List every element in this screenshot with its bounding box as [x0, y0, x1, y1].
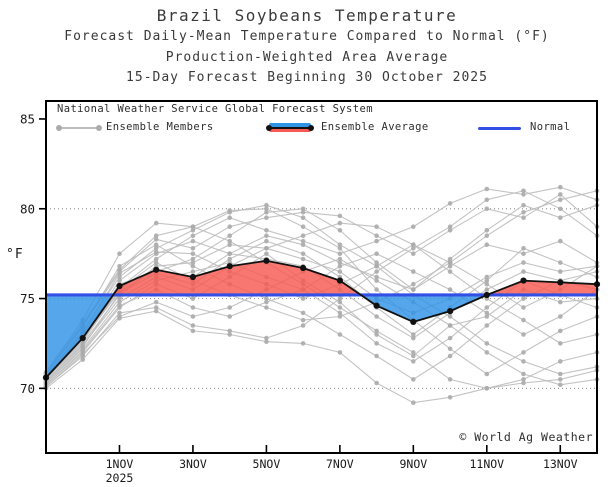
svg-text:85: 85 — [20, 111, 35, 126]
legend-label-ensemble-members: Ensemble Members — [106, 121, 214, 133]
legend-label-normal: Normal — [530, 121, 571, 133]
average-dot-icon — [266, 125, 272, 131]
svg-text:1NOV: 1NOV — [106, 457, 134, 471]
gridlines — [46, 208, 597, 389]
chart-subtitle-2: Production-Weighted Area Average — [165, 49, 449, 65]
average-line-icon — [267, 127, 313, 129]
svg-text:13NOV: 13NOV — [543, 457, 578, 471]
svg-text:70: 70 — [20, 381, 35, 396]
anomaly-fills — [46, 260, 597, 378]
svg-text:5NOV: 5NOV — [253, 457, 281, 471]
svg-text:80: 80 — [20, 201, 35, 216]
y-axis-unit-label: °F — [6, 247, 24, 262]
chart-header: Brazil Soybeans Temperature Forecast Dai… — [0, 5, 614, 89]
svg-text:9NOV: 9NOV — [399, 457, 427, 471]
page-title: Brazil Soybeans Temperature — [156, 6, 458, 25]
average-dot-icon — [308, 125, 314, 131]
normal-line-swatch — [478, 127, 521, 130]
warm-band-icon — [269, 128, 311, 132]
svg-text:3NOV: 3NOV — [179, 457, 207, 471]
plot-frame — [45, 100, 598, 454]
cooler-than-normal-fill — [46, 295, 114, 378]
y-axis: 70 75 80 85 — [20, 111, 46, 396]
ensemble-members-swatch — [56, 125, 102, 131]
svg-text:2025: 2025 — [106, 471, 134, 485]
cool-band-icon — [269, 123, 311, 127]
svg-text:7NOV: 7NOV — [326, 457, 354, 471]
warmer-than-normal-fill — [113, 260, 361, 295]
ensemble-average-line — [42, 257, 601, 381]
legend-source-text: National Weather Service Global Forecast… — [57, 103, 373, 115]
ensemble-average-swatch — [266, 122, 314, 134]
legend-label-ensemble-average: Ensemble Average — [321, 121, 429, 133]
member-dot-icon — [56, 125, 62, 131]
member-dot-icon — [96, 125, 102, 131]
chart-subtitle-3: 15-Day Forecast Beginning 30 October 202… — [126, 70, 488, 85]
chart-subtitle-1: Forecast Daily-Mean Temperature Compared… — [64, 29, 550, 44]
svg-text:11NOV: 11NOV — [469, 457, 504, 471]
watermark-text: © World Ag Weather — [459, 430, 593, 444]
svg-text:75: 75 — [20, 291, 35, 306]
cooler-than-normal-fill — [360, 295, 487, 322]
